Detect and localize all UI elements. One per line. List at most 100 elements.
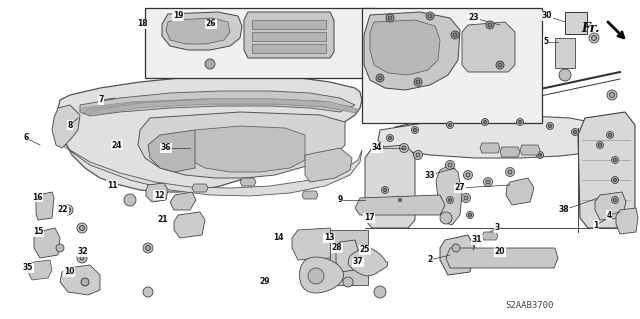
Circle shape — [589, 33, 599, 43]
Polygon shape — [355, 195, 445, 215]
Circle shape — [573, 130, 577, 133]
Circle shape — [508, 170, 512, 174]
Text: 3: 3 — [494, 224, 500, 233]
Circle shape — [414, 78, 422, 86]
Circle shape — [449, 198, 451, 202]
Circle shape — [143, 243, 153, 253]
Bar — [555, 38, 575, 68]
Polygon shape — [595, 192, 626, 220]
Circle shape — [374, 286, 386, 298]
Polygon shape — [370, 20, 440, 75]
Bar — [330, 230, 368, 285]
Text: 19: 19 — [173, 11, 183, 20]
Circle shape — [426, 12, 434, 20]
Polygon shape — [336, 240, 358, 272]
Circle shape — [449, 123, 451, 127]
Polygon shape — [348, 248, 388, 276]
Circle shape — [488, 23, 492, 27]
Text: 38: 38 — [559, 205, 570, 214]
Text: 4: 4 — [606, 211, 612, 219]
Text: 6: 6 — [24, 133, 29, 143]
Circle shape — [467, 211, 474, 219]
Text: 28: 28 — [332, 243, 342, 253]
Text: 30: 30 — [541, 11, 552, 20]
Circle shape — [468, 213, 472, 217]
Text: 32: 32 — [77, 248, 88, 256]
Bar — [565, 12, 587, 34]
Text: 21: 21 — [157, 216, 168, 225]
Circle shape — [80, 256, 84, 260]
Polygon shape — [462, 22, 515, 72]
Circle shape — [397, 197, 403, 204]
Text: S2AAB3700: S2AAB3700 — [506, 301, 554, 310]
Circle shape — [343, 277, 353, 287]
Text: 18: 18 — [137, 19, 147, 28]
Polygon shape — [365, 145, 415, 228]
Polygon shape — [302, 191, 318, 199]
Text: 17: 17 — [364, 213, 374, 222]
Text: 15: 15 — [33, 227, 43, 236]
Circle shape — [538, 153, 541, 157]
Circle shape — [65, 207, 70, 212]
Circle shape — [614, 179, 616, 182]
Polygon shape — [364, 12, 460, 90]
Circle shape — [481, 118, 488, 125]
Circle shape — [461, 194, 470, 203]
Circle shape — [143, 287, 153, 297]
Circle shape — [413, 129, 417, 131]
Circle shape — [464, 196, 468, 200]
Polygon shape — [148, 130, 195, 172]
Circle shape — [399, 198, 401, 202]
Circle shape — [607, 131, 614, 138]
Polygon shape — [520, 145, 540, 155]
Text: 8: 8 — [67, 121, 73, 130]
Circle shape — [56, 244, 64, 252]
Circle shape — [447, 197, 454, 204]
Circle shape — [463, 170, 472, 180]
Circle shape — [598, 144, 602, 146]
Circle shape — [451, 31, 459, 39]
Text: 14: 14 — [273, 234, 284, 242]
Text: 10: 10 — [64, 268, 74, 277]
Text: 25: 25 — [360, 246, 370, 255]
Polygon shape — [162, 12, 242, 50]
Circle shape — [205, 59, 215, 69]
Circle shape — [81, 278, 89, 286]
Polygon shape — [500, 147, 520, 157]
Text: 27: 27 — [454, 183, 465, 192]
Text: 7: 7 — [99, 95, 104, 105]
Polygon shape — [80, 91, 355, 116]
Circle shape — [388, 16, 392, 20]
Polygon shape — [138, 112, 345, 178]
Text: 24: 24 — [112, 140, 122, 150]
Bar — [252, 32, 326, 41]
Text: 26: 26 — [205, 19, 216, 28]
Circle shape — [452, 244, 460, 252]
Circle shape — [428, 14, 432, 18]
Polygon shape — [52, 105, 80, 148]
Text: 37: 37 — [353, 257, 364, 266]
Circle shape — [609, 93, 614, 98]
Circle shape — [386, 14, 394, 22]
Circle shape — [572, 129, 579, 136]
Circle shape — [308, 268, 324, 284]
Polygon shape — [480, 143, 500, 153]
Circle shape — [124, 194, 136, 206]
Polygon shape — [90, 99, 358, 116]
Circle shape — [63, 205, 73, 215]
Circle shape — [448, 163, 452, 167]
Text: 16: 16 — [32, 192, 42, 202]
Polygon shape — [28, 260, 52, 280]
Circle shape — [483, 121, 486, 123]
Text: 1: 1 — [593, 220, 598, 229]
Polygon shape — [436, 165, 462, 225]
Circle shape — [79, 226, 84, 231]
Circle shape — [596, 142, 604, 149]
Polygon shape — [80, 99, 348, 113]
Text: 31: 31 — [472, 235, 483, 244]
Circle shape — [609, 133, 611, 137]
Text: 29: 29 — [260, 278, 270, 286]
Circle shape — [547, 122, 554, 130]
Circle shape — [77, 253, 87, 263]
Text: 34: 34 — [372, 144, 382, 152]
